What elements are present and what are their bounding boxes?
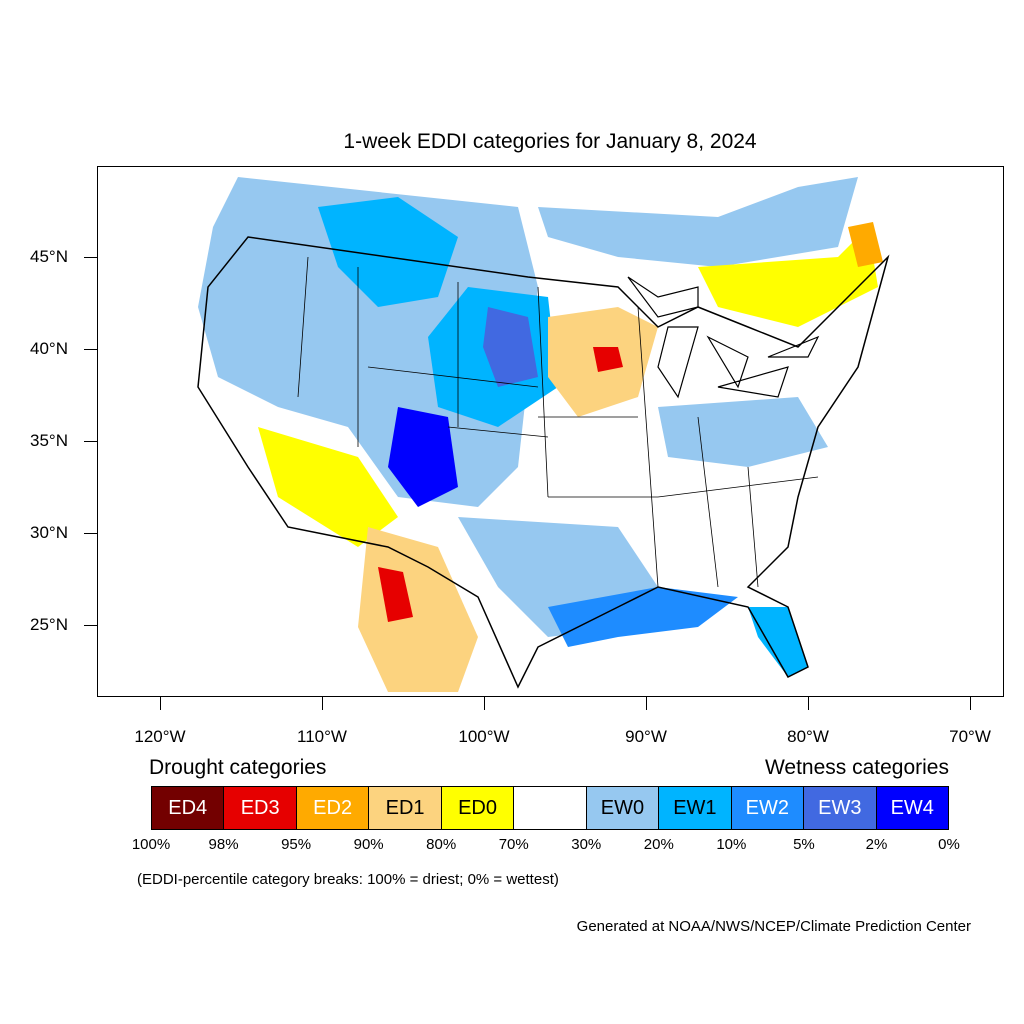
- boundaries: [197, 236, 890, 689]
- wetness-regions: [198, 177, 858, 677]
- lat-tick-mark: [84, 441, 97, 442]
- chihuahua-drought-core: [378, 567, 413, 622]
- legend-break-label: 95%: [281, 836, 312, 853]
- legend-swatch: EW4: [876, 787, 948, 829]
- canada-wet-region: [538, 177, 858, 267]
- lat-tick-mark: [84, 349, 97, 350]
- state-lines: [297, 256, 819, 588]
- lon-tick-mark: [160, 697, 161, 710]
- lat-tick-label: 30°N: [30, 523, 68, 542]
- lon-tick-label: 120°W: [134, 727, 186, 746]
- northern-plains-wet-region: [318, 197, 458, 307]
- new-mexico-drought-region: [358, 527, 478, 692]
- breaks-note: (EDDI-percentile category breaks: 100% =…: [137, 871, 559, 888]
- lon-tick-mark: [322, 697, 323, 710]
- legend-break-label: 70%: [498, 836, 529, 853]
- legend-break-label: 2%: [865, 836, 888, 853]
- legend-swatch: ED4: [152, 787, 225, 829]
- drought-heading: Drought categories: [149, 756, 327, 779]
- florida-wet-region: [748, 607, 808, 677]
- legend-break-label: 98%: [208, 836, 239, 853]
- legend-break-label: 5%: [793, 836, 815, 853]
- legend-swatch: [514, 787, 587, 829]
- legend-break-label: 30%: [571, 836, 602, 853]
- map-frame: [97, 166, 1004, 697]
- lat-tick-label: 40°N: [30, 339, 68, 358]
- legend-swatch: ED0: [441, 787, 515, 829]
- legend-swatch: ED3: [224, 787, 297, 829]
- legend-break-label: 20%: [643, 836, 674, 853]
- maine-drought-core: [848, 222, 883, 267]
- lat-tick-mark: [84, 625, 97, 626]
- lon-tick-mark: [484, 697, 485, 710]
- legend-swatch: ED2: [296, 787, 370, 829]
- lon-tick-label: 80°W: [787, 727, 829, 746]
- lon-tick-label: 110°W: [297, 727, 347, 746]
- legend-break-label: 10%: [716, 836, 747, 853]
- lon-tick-mark: [808, 697, 809, 710]
- ohio-valley-wet-region: [658, 397, 828, 467]
- gulf-coast-wet-region: [548, 587, 738, 647]
- lat-tick-label: 45°N: [30, 247, 68, 266]
- lon-tick-label: 70°W: [949, 727, 991, 746]
- great-lakes: [627, 276, 820, 399]
- southwest-drought-region: [258, 427, 398, 547]
- northeast-drought-region: [698, 227, 878, 327]
- lon-tick-label: 100°W: [458, 727, 510, 746]
- dakota-wet-core: [483, 307, 538, 387]
- wetness-heading: Wetness categories: [764, 756, 949, 779]
- us-outline: [197, 236, 890, 689]
- legend-break-label: 80%: [426, 836, 457, 853]
- legend-break-label: 0%: [938, 836, 960, 853]
- legend-break-label: 100%: [131, 836, 171, 853]
- drought-regions: [258, 222, 883, 692]
- wisconsin-drought-core: [593, 347, 623, 372]
- lon-tick-mark: [970, 697, 971, 710]
- legend-break-label: 90%: [353, 836, 384, 853]
- lat-tick-mark: [84, 257, 97, 258]
- colorado-wet-core: [388, 407, 458, 507]
- category-legend: ED4 ED3 ED2 ED1 ED0 EW0 EW1 EW2 EW3 EW4: [151, 786, 949, 830]
- eddi-map: [197, 177, 890, 692]
- legend-swatch: EW2: [731, 787, 805, 829]
- lon-tick-label: 90°W: [625, 727, 667, 746]
- legend-swatch: EW0: [586, 787, 660, 829]
- legend-swatch: EW3: [804, 787, 877, 829]
- lat-tick-mark: [84, 533, 97, 534]
- legend-swatch: EW1: [659, 787, 732, 829]
- legend-swatch: ED1: [369, 787, 442, 829]
- map-title: 1-week EDDI categories for January 8, 20…: [343, 130, 757, 153]
- lat-tick-label: 25°N: [30, 615, 68, 634]
- northwest-wet-region: [198, 177, 538, 507]
- lon-tick-mark: [646, 697, 647, 710]
- credit-line: Generated at NOAA/NWS/NCEP/Climate Predi…: [576, 918, 971, 935]
- lat-tick-label: 35°N: [30, 431, 68, 450]
